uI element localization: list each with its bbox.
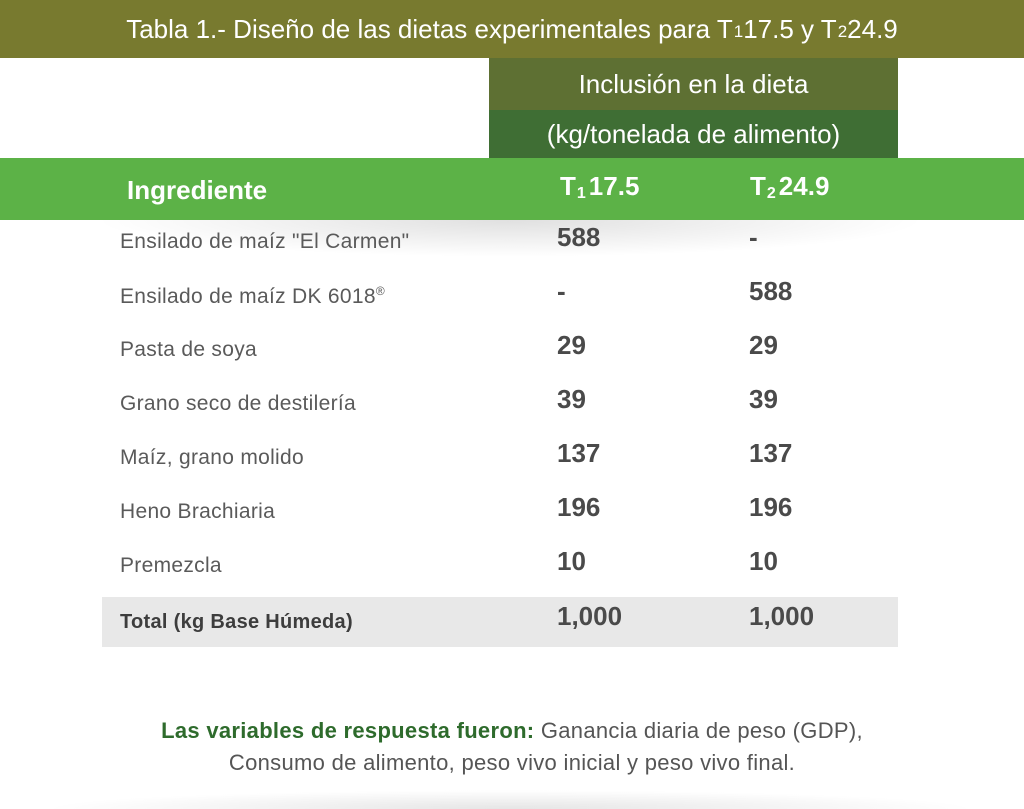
row-ingredient: Premezcla (120, 554, 222, 577)
footnote: Las variables de respuesta fueron: Ganan… (0, 715, 1024, 779)
column-header-t1-letter: T (560, 171, 576, 201)
row-value-t2: 29 (749, 330, 778, 360)
table-row: Maíz, grano molido 137 137 (102, 434, 898, 488)
row-value-t1: 39 (557, 384, 586, 414)
row-ingredient: Ensilado de maíz DK 6018® (120, 284, 385, 309)
row-ingredient: Maíz, grano molido (120, 446, 304, 469)
row-value-t1: 196 (557, 492, 601, 522)
footnote-line2: Consumo de alimento, peso vivo inicial y… (228, 750, 796, 775)
table-title-suffix: 24.9 (847, 13, 898, 44)
row-value-t1: 10 (557, 546, 586, 576)
footnote-line1: Las variables de respuesta fueron: Ganan… (0, 715, 1024, 747)
total-row: Total (kg Base Húmeda) 1,000 1,000 (102, 597, 898, 647)
row-ingredient-text: Ensilado de maíz DK 6018 (120, 285, 376, 308)
bottom-shadow (40, 790, 980, 809)
table-title-prefix: Tabla 1.- Diseño de las dietas experimen… (126, 13, 733, 44)
table-row: Premezcla 10 10 (102, 542, 898, 596)
row-value-t1: - (557, 276, 566, 306)
table-title: Tabla 1.- Diseño de las dietas experimen… (0, 0, 1024, 58)
column-header-t2-value: 24.9 (778, 171, 830, 201)
table-row: Heno Brachiaria 196 196 (102, 488, 898, 542)
row-value-t1: 588 (557, 222, 601, 252)
row-ingredient: Grano seco de destilería (120, 392, 356, 415)
column-header-t2-sub: 2 (766, 185, 776, 202)
column-header-row: Ingrediente T1 17.5 T2 24.9 (0, 158, 1024, 220)
row-value-t1: 137 (557, 438, 601, 468)
row-value-t2: 39 (749, 384, 778, 414)
table-title-mid: 17.5 y T (743, 13, 837, 44)
footnote-line1-rest: Ganancia diaria de peso (GDP), (534, 718, 863, 743)
total-label: Total (kg Base Húmeda) (120, 611, 353, 633)
column-header-t2-letter: T (750, 171, 766, 201)
table-row: Grano seco de destilería 39 39 (102, 380, 898, 434)
table-title-sub1: 1 (733, 22, 744, 41)
total-value-t1: 1,000 (557, 601, 623, 631)
column-header-ingredient: Ingrediente (127, 175, 268, 205)
column-header-t1: T1 17.5 (560, 171, 639, 202)
table-row: Pasta de soya 29 29 (102, 326, 898, 380)
table-title-sub2: 2 (837, 22, 848, 41)
inclusion-header-line2: (kg/tonelada de alimento) (489, 110, 898, 158)
row-value-t2: - (749, 222, 758, 252)
table-row: Ensilado de maíz DK 6018® - 588 (102, 272, 898, 326)
column-header-t1-value: 17.5 (588, 171, 640, 201)
row-value-t2: 137 (749, 438, 793, 468)
row-value-t2: 588 (749, 276, 793, 306)
inclusion-header-line1: Inclusión en la dieta (489, 58, 898, 110)
total-value-t2: 1,000 (749, 601, 815, 631)
row-value-t2: 10 (749, 546, 778, 576)
row-ingredient: Heno Brachiaria (120, 500, 276, 523)
registered-mark: ® (375, 284, 386, 298)
row-value-t2: 196 (749, 492, 793, 522)
column-header-t1-sub: 1 (576, 185, 586, 202)
row-ingredient: Pasta de soya (120, 338, 257, 361)
footnote-lead: Las variables de respuesta fueron: (161, 718, 535, 743)
row-value-t1: 29 (557, 330, 586, 360)
table-row: Ensilado de maíz "El Carmen" 588 - (102, 218, 898, 272)
row-ingredient: Ensilado de maíz "El Carmen" (120, 230, 410, 253)
column-header-t2: T2 24.9 (750, 171, 829, 202)
